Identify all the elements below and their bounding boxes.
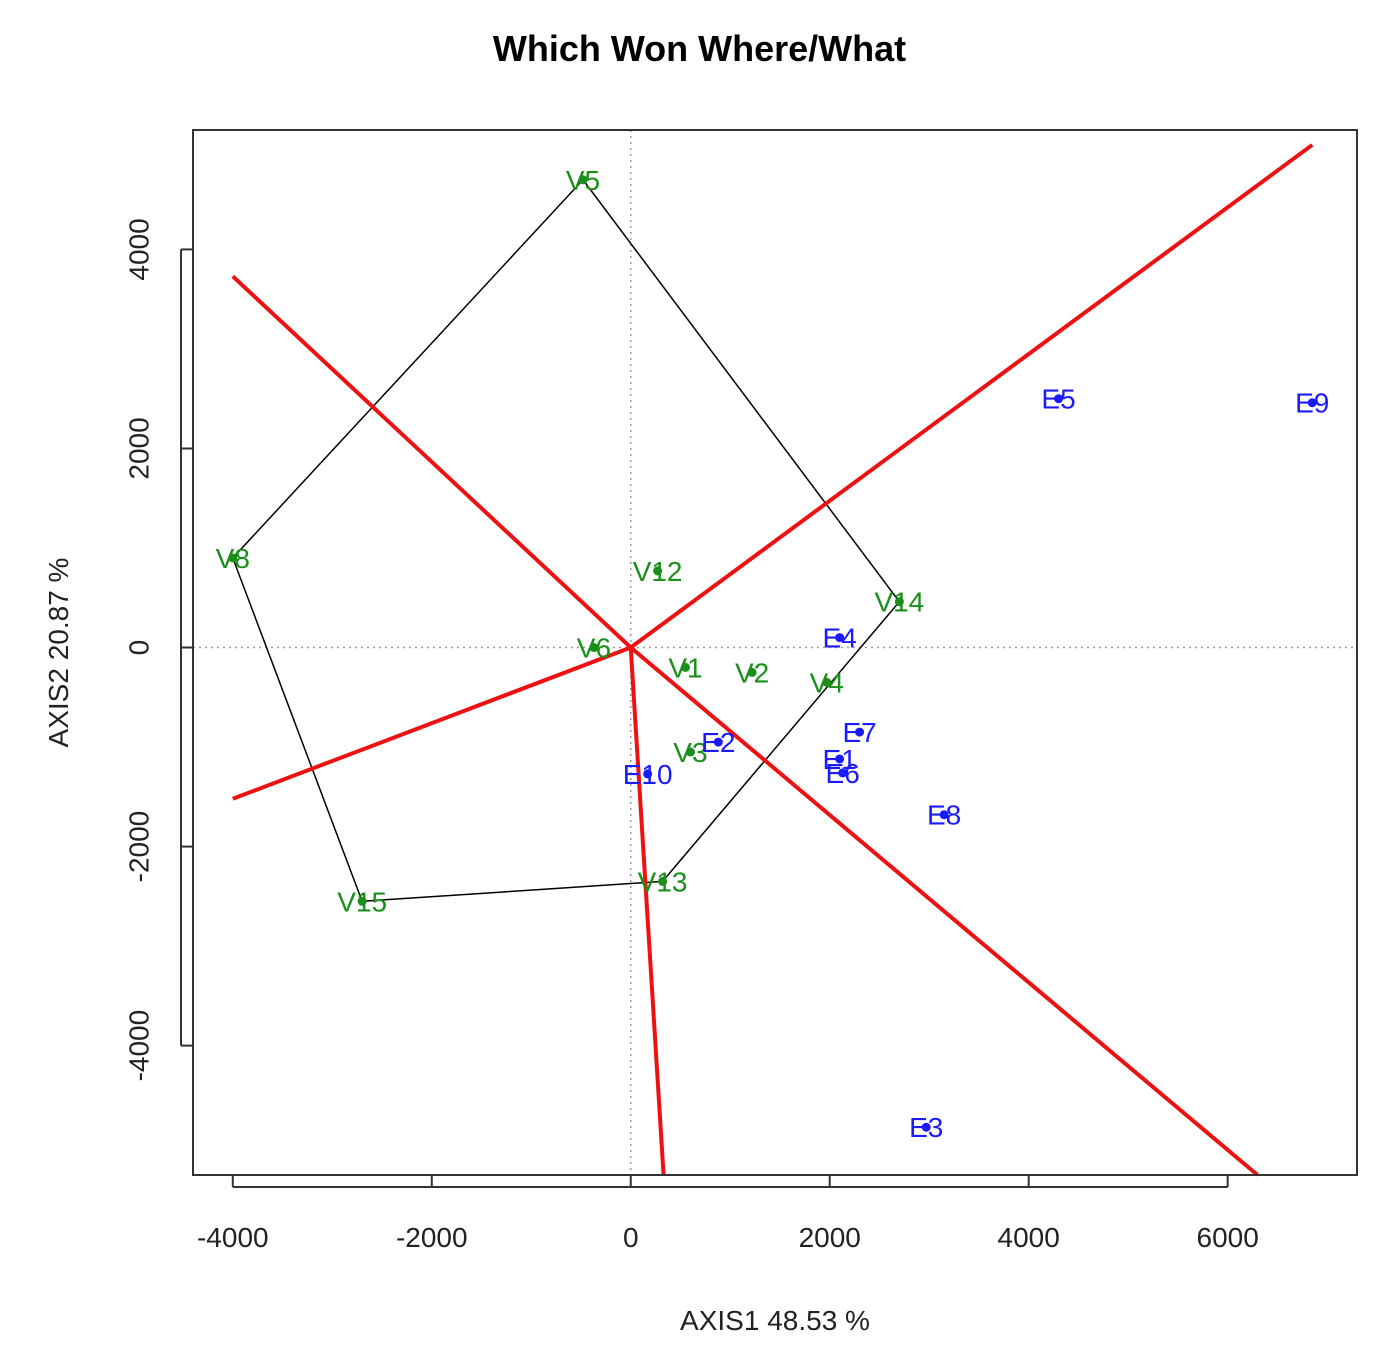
sector-line — [231, 274, 633, 649]
x-tick-label: 0 — [623, 1222, 639, 1253]
genotype-point-v1 — [680, 662, 690, 672]
genotype-point-v15 — [357, 896, 367, 906]
environment-point-e3 — [921, 1122, 931, 1132]
x-tick-label: -2000 — [396, 1222, 468, 1253]
x-tick-label: 4000 — [998, 1222, 1060, 1253]
y-tick-label: -4000 — [123, 1010, 154, 1082]
environment-point-e7 — [855, 727, 865, 737]
sector-line — [629, 645, 1259, 1177]
y-tick-label: 0 — [123, 640, 154, 656]
environment-point-e5 — [1054, 394, 1064, 404]
environment-point-e4 — [835, 633, 845, 643]
sector-line — [628, 647, 666, 1176]
y-tick-label: 2000 — [123, 417, 154, 479]
y-axis-ticks: -4000 -2000 0 2000 4000 — [123, 218, 193, 1081]
y-tick-label: -2000 — [123, 811, 154, 883]
genotype-point-v13 — [658, 876, 668, 886]
x-axis-ticks: -4000 -2000 0 2000 4000 6000 — [197, 1175, 1259, 1253]
polygon-hull-line — [231, 178, 901, 903]
environment-point-e6 — [838, 768, 848, 778]
reference-lines — [193, 130, 1357, 1175]
genotype-point-v6 — [589, 643, 599, 653]
sector-line — [629, 143, 1314, 650]
y-tick-label: 4000 — [123, 218, 154, 280]
environment-point-e2 — [713, 737, 723, 747]
genotype-point-v14 — [894, 597, 904, 607]
environment-point-e1 — [835, 754, 845, 764]
polygon-hull — [231, 178, 901, 903]
genotype-point-v2 — [747, 667, 757, 677]
y-axis-label: AXIS2 20.87 % — [43, 558, 74, 748]
plot-frame — [192, 129, 1358, 1176]
x-tick-label: 2000 — [799, 1222, 861, 1253]
environment-point-e9 — [1307, 398, 1317, 408]
sector-line — [232, 645, 632, 801]
genotype-point-v12 — [653, 566, 663, 576]
chart-title: Which Won Where/What — [492, 28, 907, 69]
x-axis-label: AXIS1 48.53 % — [680, 1305, 870, 1336]
sector-lines — [231, 143, 1314, 1177]
genotype-point-v8 — [228, 553, 238, 563]
genotype-point-v4 — [822, 677, 832, 687]
genotype-point-v3 — [685, 747, 695, 757]
data-points: V5V8V12V14V6V1V2V4V3V13V15E5E9E4E7E2E1E6… — [216, 165, 1330, 1143]
genotype-point-v5 — [578, 175, 588, 185]
environment-point-e10 — [643, 769, 653, 779]
x-tick-label: -4000 — [197, 1222, 269, 1253]
x-tick-label: 6000 — [1197, 1222, 1259, 1253]
environment-point-e8 — [939, 810, 949, 820]
